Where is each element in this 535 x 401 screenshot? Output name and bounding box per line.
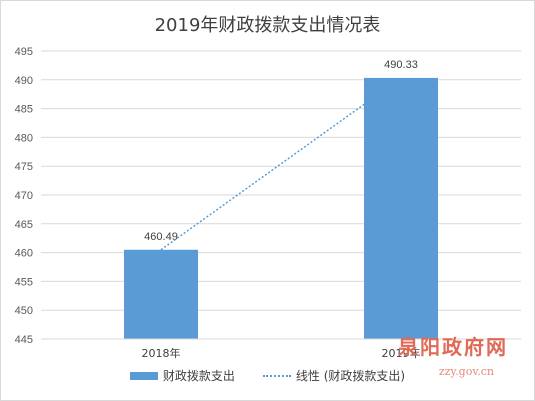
legend-label-trendline: 线性 (财政拨款支出) <box>295 369 406 383</box>
watermark-logo: 泉阳政府网 <box>398 335 508 359</box>
bar <box>124 249 198 339</box>
legend-label-bars: 财政拨款支出 <box>162 369 235 383</box>
x-tick-label: 2019年 <box>382 346 421 360</box>
y-tick-label: 465 <box>15 219 33 231</box>
y-tick-label: 450 <box>15 305 33 317</box>
data-label: 490.33 <box>384 59 418 71</box>
legend-item-trendline: 线性 (财政拨款支出) <box>262 367 406 384</box>
y-tick-label: 485 <box>15 104 33 116</box>
y-tick-label: 445 <box>15 334 33 346</box>
data-label: 460.49 <box>144 231 178 243</box>
x-tick-label: 2018年 <box>142 346 181 360</box>
legend-swatch-bar <box>129 371 158 380</box>
legend-item-bars: 财政拨款支出 <box>129 367 235 384</box>
watermark-url: zzy.gov.cn <box>438 365 494 378</box>
bar <box>364 77 438 339</box>
y-tick-label: 455 <box>15 276 33 288</box>
legend-swatch-line <box>262 374 291 377</box>
y-tick-label: 470 <box>15 190 33 202</box>
y-tick-label: 490 <box>15 75 33 87</box>
chart-title: 2019年财政拨款支出情况表 <box>154 15 381 36</box>
y-tick-label: 460 <box>15 248 33 260</box>
y-tick-label: 495 <box>15 46 33 58</box>
y-tick-label: 475 <box>15 161 33 173</box>
trendline <box>160 77 402 251</box>
legend: 财政拨款支出 线性 (财政拨款支出) <box>1 367 534 384</box>
y-tick-label: 480 <box>15 132 33 144</box>
